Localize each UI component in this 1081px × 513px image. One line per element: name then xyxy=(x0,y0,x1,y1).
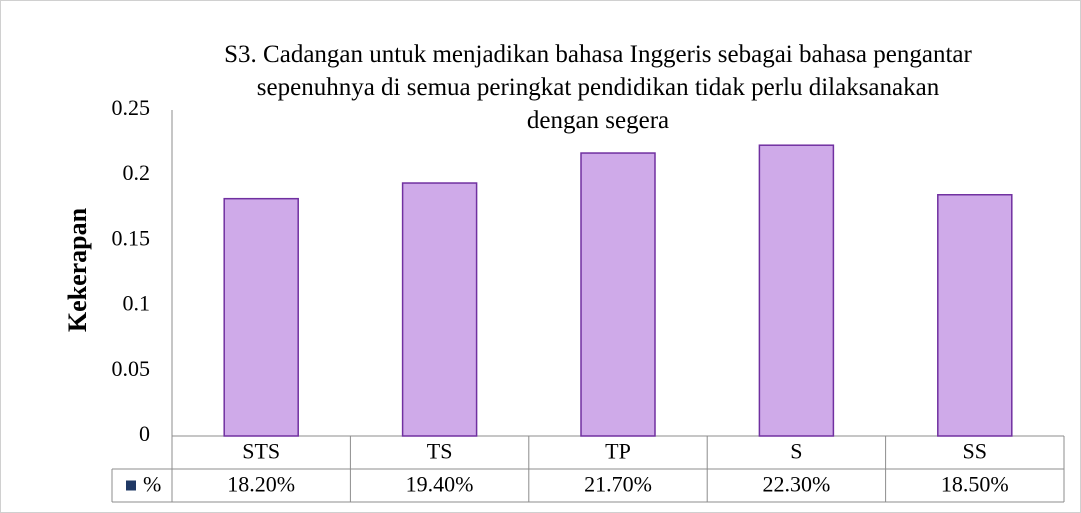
bar xyxy=(758,144,835,437)
chart-title: S3. Cadangan untuk menjadikan bahasa Ing… xyxy=(224,41,972,134)
data-label: 21.70% xyxy=(584,472,652,497)
x-tick-label: STS xyxy=(242,439,280,464)
y-tick-label: 0.25 xyxy=(112,95,151,120)
data-label: 18.20% xyxy=(227,472,295,497)
x-tick-label: TS xyxy=(427,439,453,464)
y-tick-label: 0.1 xyxy=(123,291,151,316)
y-axis-title: Kekerapan xyxy=(63,207,92,332)
bar xyxy=(937,194,1013,437)
legend-label: % xyxy=(143,472,161,497)
bar xyxy=(223,197,299,437)
y-tick-label: 0.2 xyxy=(123,160,151,185)
data-label: 19.40% xyxy=(406,472,474,497)
x-tick-label: S xyxy=(790,439,802,464)
bar xyxy=(401,182,478,437)
data-label: 18.50% xyxy=(941,472,1009,497)
bar xyxy=(580,152,656,437)
x-tick-label: TP xyxy=(605,439,631,464)
data-label: 22.30% xyxy=(762,472,830,497)
legend-marker xyxy=(126,480,136,491)
y-tick-label: 0 xyxy=(139,421,150,446)
y-tick-label: 0.15 xyxy=(112,225,151,250)
y-tick-label: 0.05 xyxy=(112,356,151,381)
x-tick-label: SS xyxy=(963,439,987,464)
